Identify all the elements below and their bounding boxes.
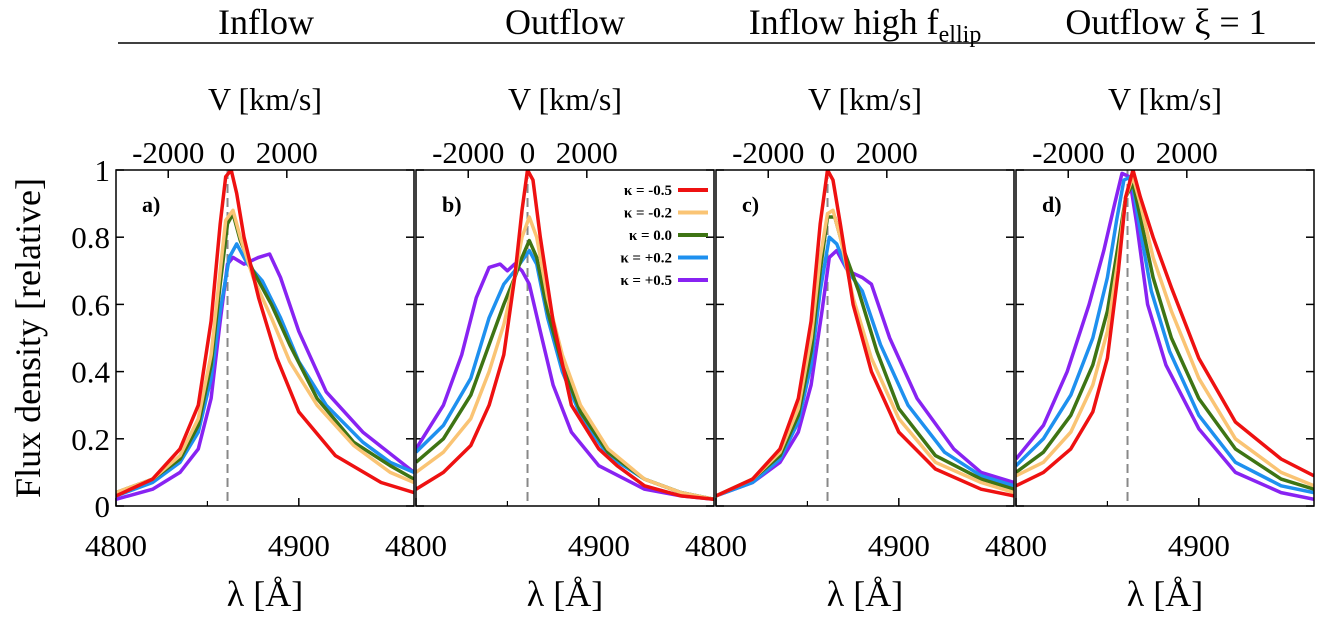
series-group (116, 170, 414, 501)
plot-frame (715, 169, 1015, 507)
x-tick-label: 4900 (268, 528, 330, 563)
series-group (716, 170, 1014, 498)
legend-label: κ = -0.2 (624, 206, 672, 222)
top-axis-label: V [km/s] (508, 81, 622, 117)
legend-label: κ = 0.0 (629, 228, 672, 244)
plot-frame (1015, 169, 1315, 507)
column-title-outflow: Outflow (505, 2, 625, 42)
series-line-0 (116, 170, 414, 498)
x-axis-label: λ [Å] (1127, 574, 1203, 614)
x-tick-label: 4800 (685, 528, 747, 563)
column-title-inflow: Inflow (218, 2, 314, 42)
y-tick-label: 1 (95, 153, 111, 188)
x-tick-label: 4900 (568, 528, 630, 563)
panel-b: V [km/s]-2000 0 2000 4800 4900 λ [Å] b) κ = -0.… (385, 81, 715, 614)
y-tick-label: 0.6 (71, 287, 110, 322)
series-line-3 (116, 242, 414, 498)
y-tick-label: 0.4 (71, 355, 110, 390)
column-titles: Inflow Outflow Inflow high fellip Outflo… (218, 2, 1267, 48)
series-line-4 (116, 252, 414, 501)
top-tick-label: 0 (1120, 135, 1136, 170)
top-tick-label: 2000 (556, 135, 618, 170)
top-axis-label: V [km/s] (1108, 81, 1222, 117)
series-line-3 (716, 235, 1014, 498)
top-axis-label: V [km/s] (208, 81, 322, 117)
panel-tag: a) (142, 192, 160, 217)
top-tick-label: -2000 (432, 135, 504, 170)
plot-frame (415, 169, 715, 507)
x-axis-label: λ [Å] (827, 574, 903, 614)
x-axis-label: λ [Å] (227, 574, 303, 614)
legend: κ = -0.5 κ = -0.2 κ = 0.0 κ = +0.2 κ = +0.5 (620, 183, 708, 289)
series-line-0 (1016, 170, 1314, 488)
column-title-inflow-high-fellip: Inflow high fellip (749, 2, 982, 48)
top-tick-label: 0 (520, 135, 536, 170)
series-group (416, 170, 714, 502)
series-line-2 (716, 215, 1014, 498)
y-axis-label: Flux density [relative] (8, 178, 48, 498)
legend-label: κ = -0.5 (624, 183, 672, 199)
x-tick-label: 4900 (868, 528, 930, 563)
series-line-2 (1016, 181, 1314, 491)
series-line-4 (716, 248, 1014, 498)
column-title-inflow-high-fellip-main: Inflow high f (749, 2, 939, 42)
panel-d: V [km/s]-2000 0 2000 4800 4900 λ [Å] d) (985, 81, 1315, 614)
legend-label: κ = +0.5 (620, 273, 672, 289)
series-group (1016, 170, 1314, 502)
top-tick-label: 2000 (1156, 135, 1218, 170)
series-line-1 (416, 215, 714, 502)
panel-tag: b) (442, 192, 462, 217)
x-tick-label: 4800 (385, 528, 447, 563)
top-tick-label: 2000 (856, 135, 918, 170)
top-tick-label: -2000 (1032, 135, 1104, 170)
panel-tag: d) (1042, 192, 1062, 217)
panel-tag: c) (742, 192, 759, 217)
x-tick-label: 4900 (1168, 528, 1230, 563)
x-tick-label: 4800 (85, 528, 147, 563)
top-tick-label: -2000 (132, 135, 204, 170)
series-line-1 (1016, 174, 1314, 488)
column-title-outflow-xi: Outflow ξ = 1 (1065, 2, 1266, 42)
top-axis-label: V [km/s] (808, 81, 922, 117)
series-line-1 (716, 208, 1014, 498)
plot-frame (115, 169, 415, 507)
y-tick-label: 0.8 (71, 220, 110, 255)
panel-a: V [km/s]-2000 0 2000 4800 4900 λ [Å] 0 0.2 0.4 0.… (71, 81, 415, 614)
top-tick-label: 0 (820, 135, 836, 170)
y-tick-label: 0 (95, 489, 111, 524)
panel-c: V [km/s]-2000 0 2000 4800 4900 λ [Å] c) (685, 81, 1015, 614)
legend-label: κ = +0.2 (620, 251, 672, 267)
series-line-0 (416, 170, 714, 502)
series-line-0 (716, 170, 1014, 498)
series-line-4 (416, 262, 714, 502)
top-tick-label: 2000 (256, 135, 318, 170)
x-axis-label: λ [Å] (527, 574, 603, 614)
series-line-1 (116, 208, 414, 495)
top-tick-label: 0 (220, 135, 236, 170)
column-title-subscript: ellip (939, 22, 982, 48)
y-tick-label: 0.2 (71, 422, 110, 457)
x-tick-label: 4800 (985, 528, 1047, 563)
top-tick-label: -2000 (732, 135, 804, 170)
